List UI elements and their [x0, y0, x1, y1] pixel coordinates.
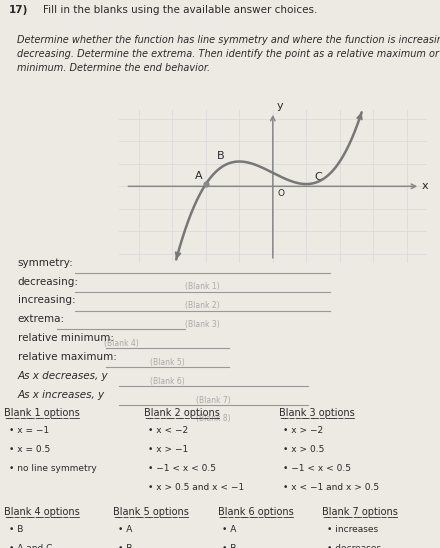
Text: • x = −1: • x = −1: [9, 426, 49, 435]
Text: (Blank 1): (Blank 1): [185, 282, 220, 291]
Text: B̲l̲a̲n̲k̲ ̲4̲ ̲o̲p̲t̲i̲o̲n̲s̲: B̲l̲a̲n̲k̲ ̲4̲ ̲o̲p̲t̲i̲o̲n̲s̲: [4, 506, 80, 517]
Text: C: C: [314, 172, 322, 182]
Text: Fill in the blanks using the available answer choices.: Fill in the blanks using the available a…: [43, 5, 317, 15]
Text: increasing:: increasing:: [18, 295, 75, 305]
Text: • increases: • increases: [327, 525, 378, 534]
Text: B̲l̲a̲n̲k̲ ̲3̲ ̲o̲p̲t̲i̲o̲n̲s̲: B̲l̲a̲n̲k̲ ̲3̲ ̲o̲p̲t̲i̲o̲n̲s̲: [279, 407, 355, 418]
Text: B̲l̲a̲n̲k̲ ̲5̲ ̲o̲p̲t̲i̲o̲n̲s̲: B̲l̲a̲n̲k̲ ̲5̲ ̲o̲p̲t̲i̲o̲n̲s̲: [114, 506, 189, 517]
Text: B̲l̲a̲n̲k̲ ̲2̲ ̲o̲p̲t̲i̲o̲n̲s̲: B̲l̲a̲n̲k̲ ̲2̲ ̲o̲p̲t̲i̲o̲n̲s̲: [144, 407, 220, 418]
Text: • x < −2: • x < −2: [148, 426, 188, 435]
Text: • −1 < x < 0.5: • −1 < x < 0.5: [283, 464, 351, 473]
Text: 17): 17): [9, 5, 28, 15]
Text: • decreases: • decreases: [327, 544, 381, 548]
Text: extrema:: extrema:: [18, 315, 65, 324]
Text: B̲l̲a̲n̲k̲ ̲7̲ ̲o̲p̲t̲i̲o̲n̲s̲: B̲l̲a̲n̲k̲ ̲7̲ ̲o̲p̲t̲i̲o̲n̲s̲: [323, 506, 398, 517]
Text: (Blank 2): (Blank 2): [185, 301, 220, 310]
Text: (Blank 3): (Blank 3): [185, 320, 220, 329]
Text: • B: • B: [9, 525, 23, 534]
Text: Determine whether the function has line symmetry and where the function is incre: Determine whether the function has line …: [17, 35, 440, 73]
Text: relative maximum:: relative maximum:: [18, 352, 117, 362]
Text: decreasing:: decreasing:: [18, 277, 79, 287]
Text: • −1 < x < 0.5: • −1 < x < 0.5: [148, 464, 216, 473]
Text: (Blank 6): (Blank 6): [150, 376, 184, 386]
Text: • x < −1 and x > 0.5: • x < −1 and x > 0.5: [283, 483, 379, 492]
Text: • B: • B: [117, 544, 132, 548]
Text: B̲l̲a̲n̲k̲ ̲6̲ ̲o̲p̲t̲i̲o̲n̲s̲: B̲l̲a̲n̲k̲ ̲6̲ ̲o̲p̲t̲i̲o̲n̲s̲: [218, 506, 293, 517]
Text: • x > 0.5: • x > 0.5: [283, 445, 325, 454]
Text: • x > −1: • x > −1: [148, 445, 188, 454]
Text: x: x: [422, 181, 428, 191]
Text: O: O: [278, 190, 285, 198]
Text: • B: • B: [222, 544, 237, 548]
Text: B: B: [217, 151, 224, 161]
Text: symmetry:: symmetry:: [18, 258, 73, 268]
Text: (Blank 7): (Blank 7): [196, 396, 231, 404]
Text: • no line symmetry: • no line symmetry: [9, 464, 96, 473]
Text: A: A: [195, 171, 202, 181]
Text: B̲l̲a̲n̲k̲ ̲1̲ ̲o̲p̲t̲i̲o̲n̲s̲: B̲l̲a̲n̲k̲ ̲1̲ ̲o̲p̲t̲i̲o̲n̲s̲: [4, 407, 80, 418]
Text: (Blank 8): (Blank 8): [196, 414, 231, 424]
Text: • x = 0.5: • x = 0.5: [9, 445, 50, 454]
Text: (Blank 5): (Blank 5): [150, 358, 184, 367]
Text: • A: • A: [222, 525, 237, 534]
Text: • A and C: • A and C: [9, 544, 52, 548]
Text: • A: • A: [117, 525, 132, 534]
Text: As x increases, y: As x increases, y: [18, 390, 105, 400]
Text: • x > 0.5 and x < −1: • x > 0.5 and x < −1: [148, 483, 244, 492]
Text: As x decreases, y: As x decreases, y: [18, 371, 108, 381]
Text: y: y: [277, 101, 283, 111]
Text: relative minimum:: relative minimum:: [18, 333, 114, 343]
Text: (Blank 4): (Blank 4): [104, 339, 138, 348]
Text: • x > −2: • x > −2: [283, 426, 323, 435]
